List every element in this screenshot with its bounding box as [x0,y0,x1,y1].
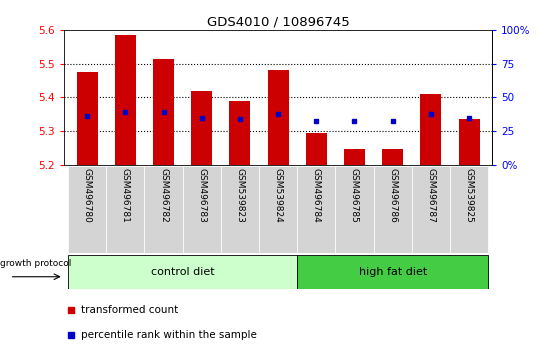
Text: GSM496780: GSM496780 [83,168,92,223]
Bar [297,255,488,289]
Text: GSM496784: GSM496784 [312,168,321,223]
Text: GSM539824: GSM539824 [273,168,283,223]
Bar [335,166,373,253]
Bar [191,91,212,165]
Bar [382,149,403,165]
Text: GSM539823: GSM539823 [235,168,244,223]
Bar [115,35,136,165]
Text: growth protocol: growth protocol [0,259,72,268]
Text: GSM496781: GSM496781 [121,168,130,223]
Text: high fat diet: high fat diet [358,267,427,277]
Text: GSM539825: GSM539825 [465,168,473,223]
Text: transformed count: transformed count [82,305,179,315]
Bar [306,133,327,165]
Bar [183,166,221,253]
Bar [268,70,288,165]
Bar [68,166,106,253]
Bar [420,94,441,165]
Text: GSM496786: GSM496786 [388,168,397,223]
Bar [77,72,98,165]
Bar [412,166,450,253]
Bar [259,166,297,253]
Bar [221,166,259,253]
Bar [344,149,365,165]
Bar [144,166,183,253]
Text: GSM496787: GSM496787 [427,168,435,223]
Bar [153,59,174,165]
Bar [68,255,297,289]
Bar [297,166,335,253]
Bar [106,166,144,253]
Title: GDS4010 / 10896745: GDS4010 / 10896745 [207,16,349,29]
Text: GSM496783: GSM496783 [197,168,206,223]
Bar [450,166,488,253]
Bar [373,166,412,253]
Bar [229,101,250,165]
Bar [458,119,480,165]
Text: GSM496785: GSM496785 [350,168,359,223]
Text: percentile rank within the sample: percentile rank within the sample [82,330,257,339]
Text: control diet: control diet [151,267,215,277]
Text: GSM496782: GSM496782 [159,168,168,223]
